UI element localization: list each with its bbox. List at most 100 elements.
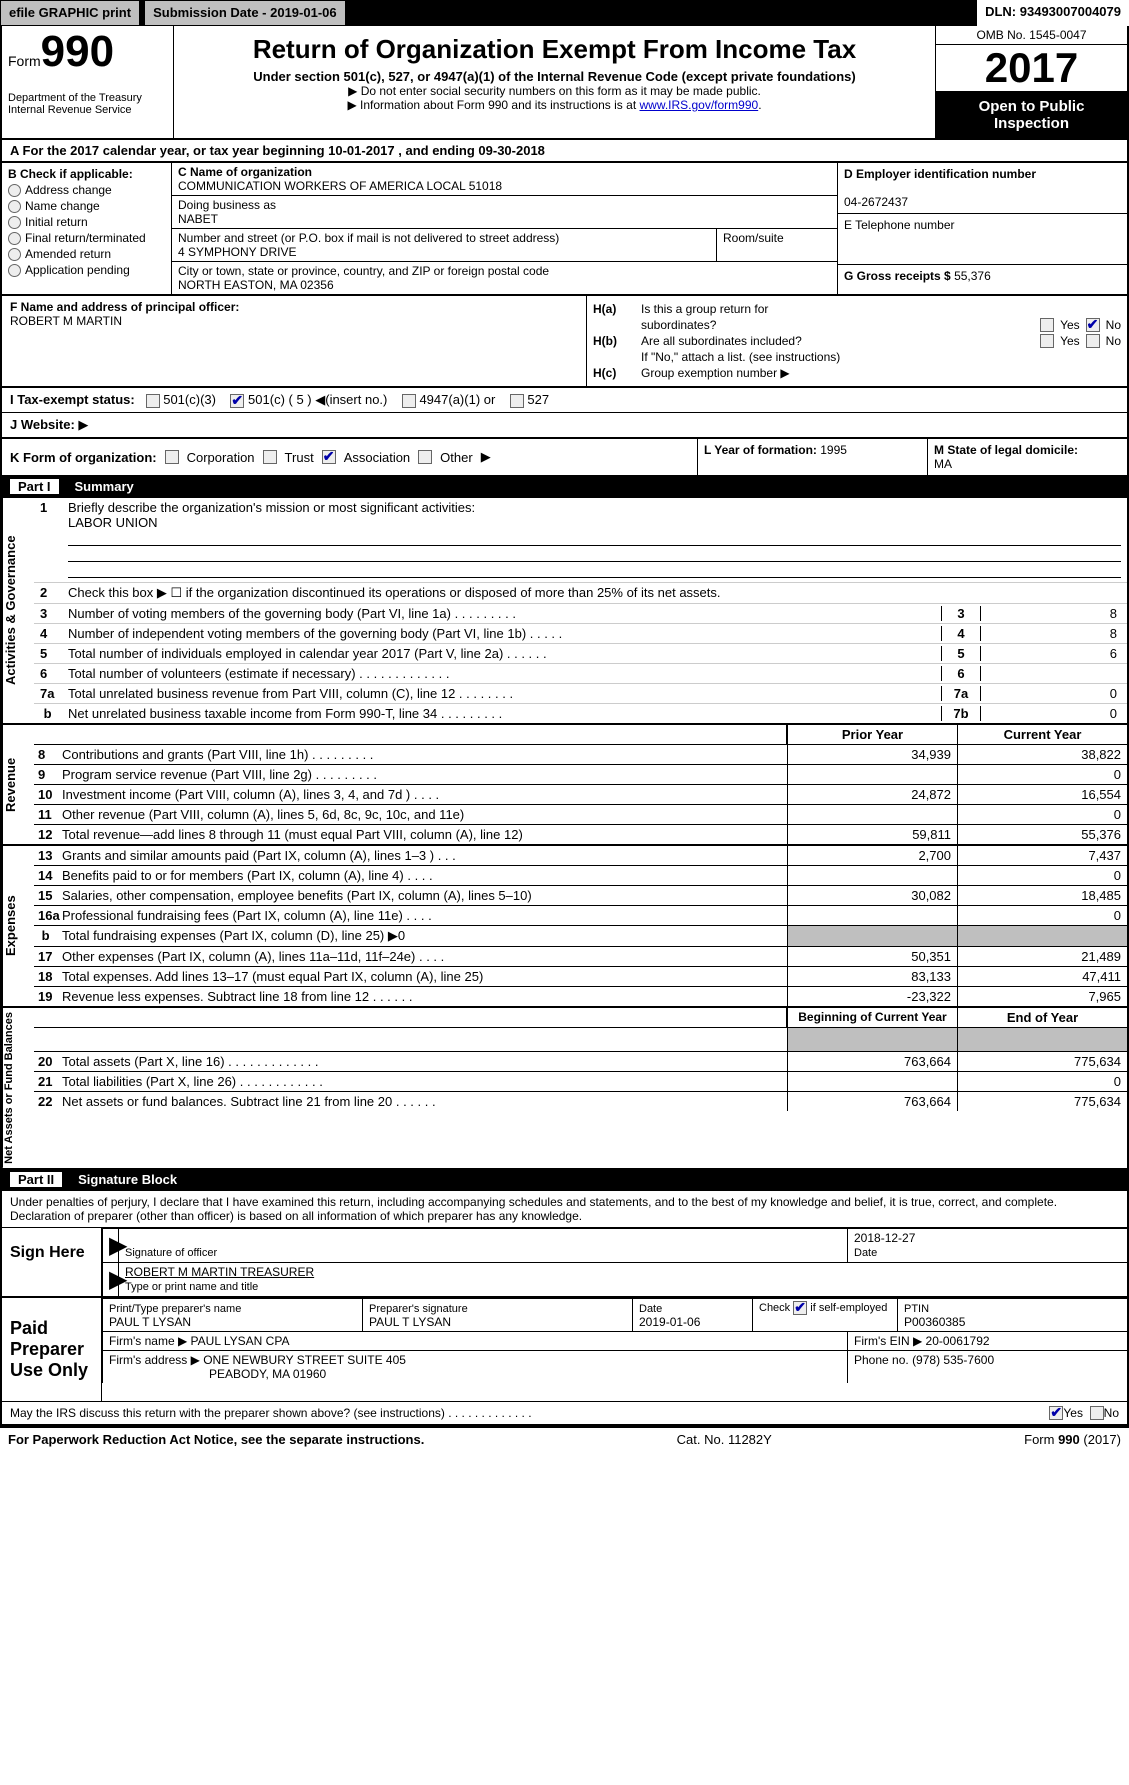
gov-tab: Activities & Governance <box>2 498 34 723</box>
line-6: Total number of volunteers (estimate if … <box>68 666 941 681</box>
beg-year-hdr: Beginning of Current Year <box>787 1008 957 1027</box>
line-4: Number of independent voting members of … <box>68 626 941 641</box>
paid-preparer-label: Paid Preparer Use Only <box>2 1298 102 1401</box>
c-name-label: C Name of organization <box>178 165 312 179</box>
mission-text: LABOR UNION <box>68 515 158 530</box>
tax-year: 2017 <box>936 45 1127 92</box>
efile-print-button[interactable]: efile GRAPHIC print <box>0 0 140 26</box>
year-formation: 1995 <box>820 443 847 457</box>
line-13: Grants and similar amounts paid (Part IX… <box>62 846 787 865</box>
sig-date: 2018-12-27 <box>854 1231 915 1245</box>
hb-no-checkbox[interactable] <box>1086 334 1100 348</box>
part-i-header: Part I Summary <box>0 477 1129 498</box>
line-5: Total number of individuals employed in … <box>68 646 941 661</box>
activities-governance: Activities & Governance 1Briefly describ… <box>0 498 1129 725</box>
line-9: Program service revenue (Part VIII, line… <box>62 765 787 784</box>
line-3: Number of voting members of the governin… <box>68 606 941 621</box>
discuss-yes-checkbox[interactable] <box>1049 1406 1063 1420</box>
cat-number: Cat. No. 11282Y <box>677 1432 772 1447</box>
val-3: 8 <box>981 606 1121 621</box>
state-domicile: MA <box>934 457 952 471</box>
expenses-tab: Expenses <box>2 846 34 1006</box>
gross-receipts: 55,376 <box>954 269 991 283</box>
line-14: Benefits paid to or for members (Part IX… <box>62 866 787 885</box>
net-assets-section: Net Assets or Fund Balances Beginning of… <box>0 1008 1129 1170</box>
val-7b: 0 <box>981 706 1121 721</box>
dln-label: DLN: 93493007004079 <box>977 0 1129 26</box>
firm-address: ONE NEWBURY STREET SUITE 405 <box>203 1353 406 1367</box>
line-7b: Net unrelated business taxable income fr… <box>68 706 941 721</box>
prior-year-hdr: Prior Year <box>787 725 957 744</box>
city-value: NORTH EASTON, MA 02356 <box>178 278 334 292</box>
val-4: 8 <box>981 626 1121 641</box>
line-10: Investment income (Part VIII, column (A)… <box>62 785 787 804</box>
val-5: 6 <box>981 646 1121 661</box>
assoc-checkbox[interactable] <box>322 450 336 464</box>
line-19: Revenue less expenses. Subtract line 18 … <box>62 987 787 1006</box>
line-2: Check this box ▶ ☐ if the organization d… <box>68 585 1121 601</box>
preparer-sig: PAUL T LYSAN <box>369 1315 451 1329</box>
hc-label: H(c) <box>593 366 635 380</box>
officer-name-title: ROBERT M MARTIN TREASURER <box>125 1265 314 1279</box>
org-info-block: B Check if applicable: Address change Na… <box>0 163 1129 296</box>
hb-yes-checkbox[interactable] <box>1040 334 1054 348</box>
line-16b: Total fundraising expenses (Part IX, col… <box>62 926 787 946</box>
d-ein-label: D Employer identification number <box>844 167 1036 181</box>
sign-here-label: Sign Here <box>2 1228 102 1296</box>
firm-name: PAUL LYSAN CPA <box>191 1334 290 1348</box>
form-number: 990 <box>41 27 114 76</box>
info-note: ▶ Information about Form 990 and its ins… <box>180 98 929 112</box>
address-change-checkbox[interactable] <box>8 184 21 197</box>
line-15: Salaries, other compensation, employee b… <box>62 886 787 905</box>
trust-checkbox[interactable] <box>263 450 277 464</box>
name-change-checkbox[interactable] <box>8 200 21 213</box>
line-21: Total liabilities (Part X, line 26) . . … <box>62 1072 787 1091</box>
firm-phone: (978) 535-7600 <box>912 1353 994 1367</box>
g-gross-label: G Gross receipts $ <box>844 269 954 283</box>
f-label: F Name and address of principal officer: <box>10 300 239 314</box>
other-checkbox[interactable] <box>418 450 432 464</box>
m-label: M State of legal domicile: <box>934 443 1078 457</box>
irs-link[interactable]: www.IRS.gov/form990 <box>639 98 758 112</box>
k-label: K Form of organization: <box>10 450 157 465</box>
line-17: Other expenses (Part IX, column (A), lin… <box>62 947 787 966</box>
line-18: Total expenses. Add lines 13–17 (must eq… <box>62 967 787 986</box>
signature-block: Under penalties of perjury, I declare th… <box>0 1191 1129 1426</box>
application-pending-checkbox[interactable] <box>8 264 21 277</box>
ha-yes-checkbox[interactable] <box>1040 318 1054 332</box>
top-bar: efile GRAPHIC print Submission Date - 20… <box>0 0 1129 26</box>
527-checkbox[interactable] <box>510 394 524 408</box>
amended-return-checkbox[interactable] <box>8 248 21 261</box>
ha-no-checkbox[interactable] <box>1086 318 1100 332</box>
f-h-row: F Name and address of principal officer:… <box>0 296 1129 388</box>
pra-notice: For Paperwork Reduction Act Notice, see … <box>8 1432 424 1447</box>
dba-value: NABET <box>178 212 218 226</box>
501c-checkbox[interactable] <box>230 394 244 408</box>
501c3-checkbox[interactable] <box>146 394 160 408</box>
officer-name: ROBERT M MARTIN <box>10 314 122 328</box>
expenses-section: Expenses 13Grants and similar amounts pa… <box>0 846 1129 1008</box>
section-a: A For the 2017 calendar year, or tax yea… <box>0 140 1129 163</box>
room-suite: Room/suite <box>717 229 837 262</box>
l-label: L Year of formation: <box>704 443 820 457</box>
page-footer: For Paperwork Reduction Act Notice, see … <box>0 1426 1129 1451</box>
val-7a: 0 <box>981 686 1121 701</box>
self-employed-checkbox[interactable] <box>793 1301 807 1315</box>
corp-checkbox[interactable] <box>165 450 179 464</box>
discuss-no-checkbox[interactable] <box>1090 1406 1104 1420</box>
final-return-checkbox[interactable] <box>8 232 21 245</box>
initial-return-checkbox[interactable] <box>8 216 21 229</box>
form-header: Form990 Department of the Treasury Inter… <box>0 26 1129 140</box>
ptin: P00360385 <box>904 1315 965 1329</box>
curr-year-hdr: Current Year <box>957 725 1127 744</box>
street-label: Number and street (or P.O. box if mail i… <box>178 231 559 245</box>
submission-date-label: Submission Date - 2019-01-06 <box>144 0 346 26</box>
form-title: Return of Organization Exempt From Incom… <box>180 34 929 65</box>
hb-label: H(b) <box>593 334 635 348</box>
firm-ein: 20-0061792 <box>926 1334 990 1348</box>
ssn-note: ▶ Do not enter social security numbers o… <box>180 84 929 98</box>
revenue-tab: Revenue <box>2 725 34 844</box>
4947-checkbox[interactable] <box>402 394 416 408</box>
omb-number: OMB No. 1545-0047 <box>936 26 1127 45</box>
line-16a: Professional fundraising fees (Part IX, … <box>62 906 787 925</box>
